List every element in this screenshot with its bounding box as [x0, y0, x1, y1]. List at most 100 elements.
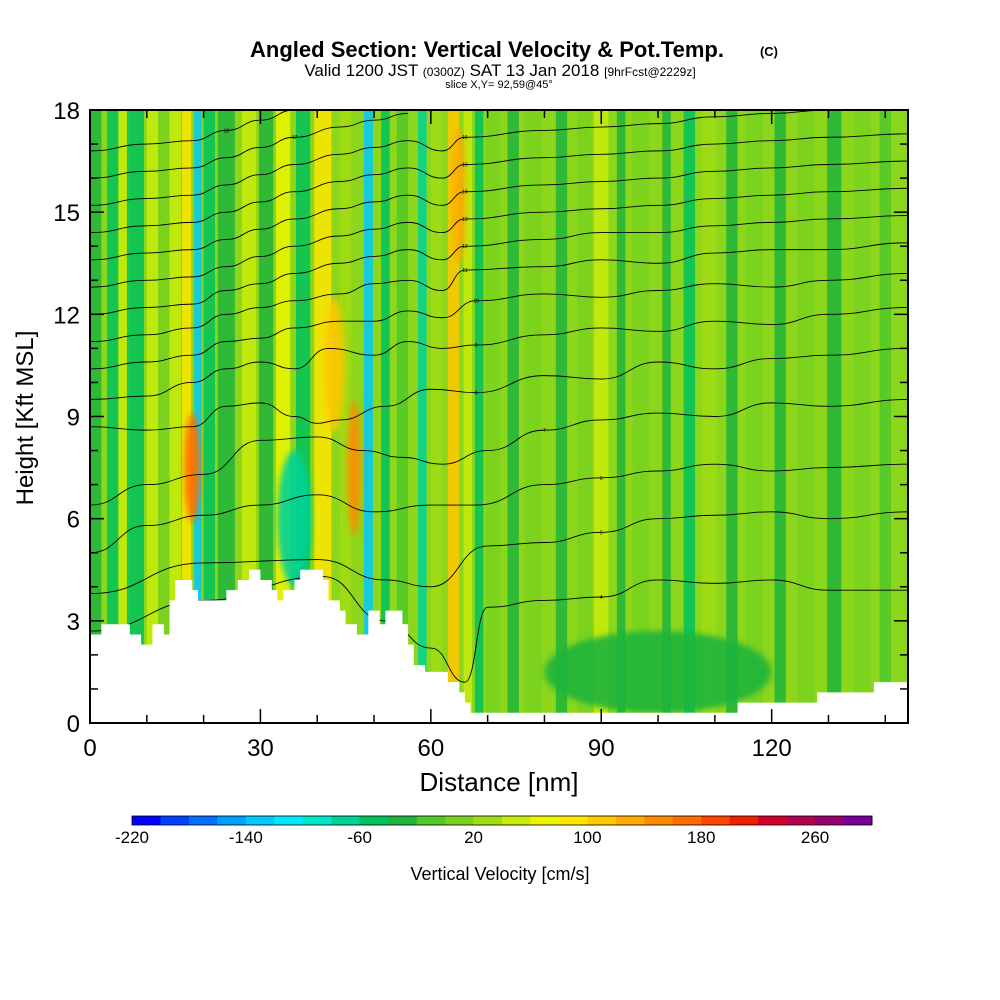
velocity-column [169, 110, 181, 723]
colorbar-swatch [217, 816, 247, 825]
velocity-column [447, 110, 460, 723]
velocity-core [452, 127, 467, 264]
velocity-column [797, 110, 815, 723]
velocity-column [683, 110, 695, 723]
plot-area: 4 5 6 7 8 9 10 11 12 13 14 15 16 17 18 [90, 110, 908, 723]
velocity-column [507, 110, 519, 723]
theta-contour-label: 11 [462, 268, 467, 274]
theta-contour-line [90, 399, 908, 506]
velocity-column [126, 110, 144, 723]
theta-contour-label: 12 [462, 244, 468, 250]
velocity-column [594, 110, 609, 723]
theta-contour-label: 18 [224, 128, 230, 134]
velocity-column [258, 110, 274, 723]
theta-contour-label: 14 [462, 190, 468, 196]
theta-contour-line [90, 307, 908, 400]
x-axis-label: Distance [nm] [420, 767, 579, 797]
theta-contour-label: 17 [292, 135, 298, 141]
velocity-field [90, 110, 891, 723]
valid-utc: (0300Z) [423, 65, 465, 79]
x-tick-label: 0 [83, 735, 96, 762]
velocity-cores [184, 127, 772, 713]
velocity-core [184, 413, 201, 523]
valid-time-line: Valid 1200 JST (0300Z) SAT 13 Jan 2018 [… [304, 61, 695, 80]
velocity-column [827, 110, 842, 723]
velocity-column [555, 110, 568, 723]
velocity-column [182, 110, 192, 723]
colorbar-swatch [701, 816, 731, 825]
colorbar-swatch [530, 816, 560, 825]
velocity-column [524, 110, 542, 723]
colorbar-tick-label: 260 [801, 828, 829, 847]
x-tick-label: 90 [588, 735, 615, 762]
velocity-column [486, 110, 501, 723]
theta-contour-label: 13 [462, 217, 468, 223]
theta-contour-label: 9 [475, 343, 478, 349]
valid-prefix: Valid 1200 JST [304, 61, 418, 80]
colorbar-swatch [815, 816, 845, 825]
velocity-column [107, 110, 119, 723]
theta-contour-line [90, 347, 908, 431]
y-axis-label: Height [Kft MSL] [12, 331, 39, 506]
slice-info: slice X,Y= 92,59@45° [445, 79, 553, 91]
theta-contour-line [90, 187, 908, 288]
velocity-column [158, 110, 170, 723]
y-tick-label: 0 [67, 711, 80, 738]
y-tick-label: 15 [53, 200, 80, 227]
theta-contour-line [90, 112, 409, 179]
colorbar-swatch [302, 816, 332, 825]
velocity-column [474, 110, 484, 723]
theta-contour-label: 8 [475, 391, 478, 397]
colorbar-swatch [132, 816, 161, 825]
colorbar-tick-label: -140 [229, 828, 263, 847]
forecast-info: [9hrFcst@2229z] [604, 65, 696, 79]
colorbar-swatch [502, 816, 531, 825]
colorbar-swatch [644, 816, 674, 825]
velocity-column [194, 110, 202, 723]
colorbar-label: Vertical Velocity [cm/s] [410, 864, 589, 884]
colorbar-swatch [388, 816, 418, 825]
colorbar-swatch [843, 816, 873, 825]
theta-contour-label: 5 [600, 530, 603, 536]
colorbar: -220 -140 -60 20 100 180 260 [115, 815, 873, 847]
colorbar-swatch [558, 816, 588, 825]
colorbar-swatch [786, 816, 816, 825]
axes: 0 30 60 90 120 0 3 6 9 12 15 18 [53, 98, 908, 762]
colorbar-swatch [615, 816, 645, 825]
theta-contour-label: 4 [600, 595, 603, 601]
x-tick-label: 120 [752, 735, 792, 762]
valid-date: SAT 13 Jan 2018 [470, 61, 600, 80]
chart-title: Angled Section: Vertical Velocity & Pot.… [250, 37, 724, 62]
velocity-column [774, 110, 786, 723]
colorbar-swatch [359, 816, 389, 825]
velocity-column [662, 110, 671, 723]
velocity-column [146, 110, 159, 723]
colorbar-swatch [160, 816, 190, 825]
colorbar-swatch [245, 816, 275, 825]
velocity-column [879, 110, 891, 723]
theta-contour-label: 7 [543, 428, 546, 434]
colorbar-tick-label: 20 [464, 828, 483, 847]
colorbar-swatch [587, 816, 617, 825]
velocity-column [463, 110, 473, 723]
velocity-column [339, 110, 352, 723]
y-tick-label: 18 [53, 98, 80, 125]
theta-contour-label: 16 [462, 135, 468, 141]
theta-contour-label: 10 [473, 299, 479, 305]
colorbar-tick-label: -60 [347, 828, 372, 847]
velocity-column [616, 110, 626, 723]
y-tick-label: 9 [67, 405, 80, 432]
velocity-column [854, 110, 872, 723]
velocity-column [363, 110, 373, 723]
colorbar-frame [131, 815, 873, 826]
y-tick-label: 6 [67, 507, 80, 534]
theta-contour-label: 6 [600, 476, 603, 482]
theta-contour-line [90, 215, 908, 315]
chart-title-unit: (C) [760, 44, 778, 59]
x-tick-label: 30 [247, 735, 274, 762]
theta-contour-label: 15 [462, 162, 468, 168]
velocity-column [118, 110, 130, 723]
colorbar-swatch [729, 816, 759, 825]
velocity-column [632, 110, 650, 723]
